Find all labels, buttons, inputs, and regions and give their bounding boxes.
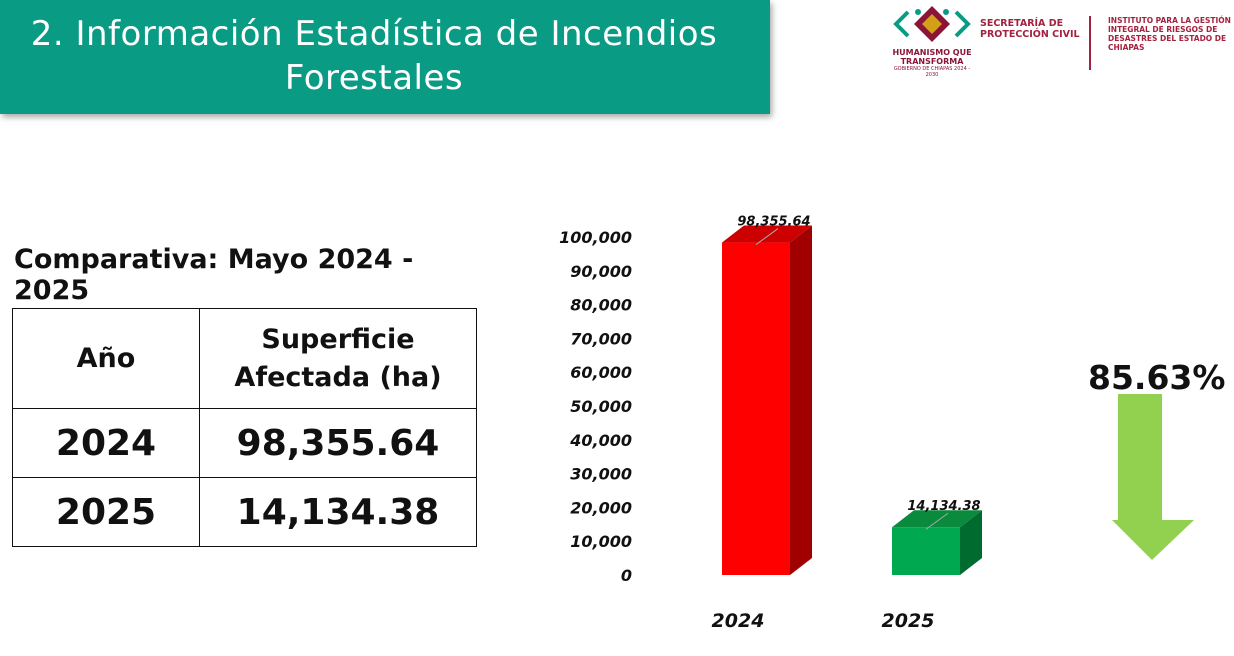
table-row: 2024 98,355.64 bbox=[12, 408, 477, 478]
page-title: 2. Información Estadística de Incendios … bbox=[30, 14, 718, 98]
table-header-row: Año Superficie Afectada (ha) bbox=[12, 308, 477, 409]
data-label-leader bbox=[925, 512, 949, 530]
data-label-2025: 14,134.38 bbox=[907, 499, 980, 514]
row-2025-surface: 14,134.38 bbox=[199, 477, 477, 547]
comparison-subtitle: Comparativa: Mayo 2024 - 2025 bbox=[14, 244, 414, 306]
secretaria-logo-text: SECRETARÍA DE PROTECCIÓN CIVIL bbox=[980, 18, 1080, 40]
bar-side-2024 bbox=[790, 225, 812, 576]
chiapas-emblem-logo: HUMANISMO QUE TRANSFORMA GOBIERNO DE CHI… bbox=[890, 2, 974, 78]
comparison-table: Año Superficie Afectada (ha) 2024 98,355.… bbox=[12, 308, 477, 547]
bar-2025 bbox=[892, 527, 960, 575]
bar-top-2024 bbox=[722, 225, 812, 243]
y-tick-label: 90,000 bbox=[570, 262, 632, 281]
y-tick-label: 70,000 bbox=[570, 329, 632, 348]
instituto-logo-text: INSTITUTO PARA LA GESTIÓN INTEGRAL DE RI… bbox=[1108, 16, 1231, 52]
y-tick-label: 80,000 bbox=[570, 296, 632, 315]
y-tick-label: 20,000 bbox=[570, 498, 632, 517]
y-tick-label: 40,000 bbox=[569, 431, 632, 450]
bar-side-2025 bbox=[960, 510, 982, 575]
reduction-percentage: 85.63% bbox=[1088, 358, 1226, 397]
y-tick-label: 50,000 bbox=[570, 397, 632, 416]
emblem-subtext: GOBIERNO DE CHIAPAS 2024 - 2030 bbox=[893, 66, 971, 78]
logos-group: HUMANISMO QUE TRANSFORMA GOBIERNO DE CHI… bbox=[880, 0, 1234, 80]
bar-top-2025 bbox=[892, 510, 982, 528]
x-tick-label: 2025 bbox=[882, 610, 935, 632]
emblem-icon bbox=[893, 6, 971, 42]
y-tick-label: 10,000 bbox=[570, 532, 632, 551]
y-tick-label: 0 bbox=[621, 566, 632, 585]
logo-divider bbox=[1089, 16, 1091, 70]
data-label-2024: 98,355.64 bbox=[737, 215, 810, 230]
header-year: Año bbox=[12, 308, 200, 409]
data-label-leader bbox=[755, 228, 779, 245]
y-tick-label: 30,000 bbox=[570, 465, 632, 484]
row-2024-year: 2024 bbox=[12, 408, 200, 478]
emblem-text: HUMANISMO QUE TRANSFORMA bbox=[892, 48, 972, 66]
down-arrow-icon bbox=[1112, 394, 1194, 560]
header-surface: Superficie Afectada (ha) bbox=[199, 308, 477, 409]
x-tick-label: 2024 bbox=[712, 610, 765, 632]
row-2024-surface: 98,355.64 bbox=[199, 408, 477, 478]
bar-2024 bbox=[722, 242, 790, 576]
table-row: 2025 14,134.38 bbox=[12, 477, 477, 547]
y-tick-label: 100,000 bbox=[559, 228, 632, 247]
bar-chart: 0 10,000 20,000 30,000 40,000 50,000 60,000 70,… bbox=[559, 215, 982, 632]
title-banner: 2. Información Estadística de Incendios … bbox=[0, 0, 770, 114]
row-2025-year: 2025 bbox=[12, 477, 200, 547]
y-tick-label: 60,000 bbox=[570, 363, 632, 382]
